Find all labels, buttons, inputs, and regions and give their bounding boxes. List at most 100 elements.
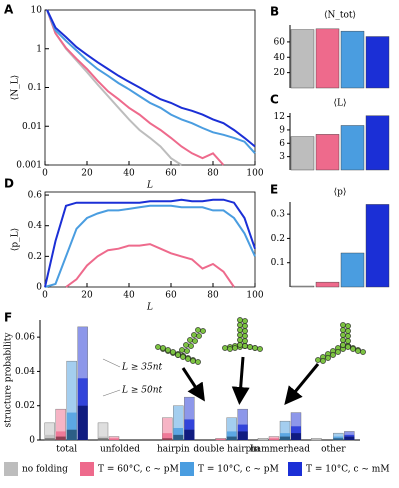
- rna-bead: [325, 355, 331, 361]
- panel-label: C: [270, 93, 279, 107]
- rna-bead: [237, 342, 243, 348]
- panel-label: D: [4, 177, 14, 191]
- y-axis-label: ⟨p_L⟩: [11, 228, 21, 251]
- rna-bead: [175, 352, 181, 358]
- rna-bead: [315, 357, 321, 363]
- bar: [258, 439, 268, 440]
- bar: [66, 412, 77, 440]
- legend-swatch: [180, 462, 194, 476]
- series-line: [65, 243, 235, 288]
- bar: [55, 431, 66, 440]
- bar: [311, 439, 322, 440]
- rna-bead: [340, 327, 346, 333]
- rna-bead: [191, 332, 197, 338]
- bar: [237, 431, 248, 440]
- bar: [226, 436, 237, 440]
- rna-bead: [345, 333, 351, 339]
- rna-bead: [340, 337, 346, 343]
- bar: [333, 438, 344, 440]
- series-line: [46, 9, 256, 148]
- y-tick-label: 0.001: [16, 161, 42, 171]
- bar: [184, 429, 195, 440]
- rna-bead: [190, 358, 196, 364]
- rna-bead: [345, 328, 351, 334]
- y-tick-label: 20: [274, 68, 286, 78]
- x-tick-label: 40: [123, 291, 135, 301]
- x-tick-label: hammerhead: [250, 445, 310, 455]
- rna-bead: [237, 332, 243, 338]
- x-tick-label: 20: [81, 291, 93, 301]
- chart-title: ⟨p⟩: [334, 188, 347, 198]
- rna-bead: [165, 347, 171, 353]
- bar: [290, 285, 315, 288]
- y-tick-label: 0.3: [271, 210, 286, 220]
- bar: [344, 436, 355, 440]
- rna-bead: [242, 333, 248, 339]
- bar: [215, 439, 226, 440]
- y-tick-label: 0.04: [15, 367, 35, 377]
- y-tick-label: 1: [36, 44, 42, 54]
- bar: [162, 438, 173, 440]
- bar: [340, 252, 365, 288]
- panel-label: E: [270, 183, 278, 197]
- rna-bead: [188, 343, 194, 349]
- x-tick-label: 0: [42, 291, 48, 301]
- y-axis-label: structure probability: [4, 332, 14, 428]
- rna-bead: [180, 354, 186, 360]
- rna-bead: [187, 337, 193, 343]
- x-tick-label: 100: [246, 291, 263, 301]
- bar: [162, 433, 173, 440]
- x-tick-label: other: [321, 445, 346, 455]
- y-tick-label: 10: [31, 6, 43, 16]
- rna-bead: [195, 327, 201, 333]
- x-axis-label: L: [146, 181, 153, 191]
- y-tick-label: 0: [36, 283, 42, 293]
- rna-bead: [192, 338, 198, 344]
- x-tick-label: unfolded: [100, 445, 140, 455]
- legend-label: T = 10°C, c ~ mM: [306, 465, 390, 475]
- arrow: [231, 356, 250, 405]
- rna-bead: [184, 348, 190, 354]
- bar: [290, 29, 315, 89]
- x-tick-label: 60: [165, 291, 177, 301]
- rna-bead: [242, 343, 248, 349]
- rna-bead: [155, 344, 161, 350]
- bar: [66, 429, 77, 440]
- x-axis-label: L: [146, 303, 153, 313]
- bar: [315, 134, 340, 171]
- rna-bead: [232, 345, 238, 351]
- rna-bead: [355, 348, 361, 354]
- x-tick-label: 80: [207, 291, 219, 301]
- chart-title: ⟨L⟩: [334, 99, 347, 109]
- bar: [77, 405, 88, 440]
- y-tick-label: 12: [274, 112, 285, 122]
- legend-label: T = 10°C, c ~ pM: [198, 465, 279, 475]
- rna-bead: [237, 327, 243, 333]
- rna-bead: [345, 338, 351, 344]
- legend-label: no folding: [22, 465, 68, 475]
- bar: [269, 438, 279, 440]
- rna-bead: [345, 323, 351, 329]
- x-tick-label: 40: [123, 169, 135, 179]
- bar: [315, 281, 340, 288]
- y-tick-label: 0.02: [15, 401, 35, 411]
- legend-swatch: [288, 462, 302, 476]
- legend-swatch: [4, 462, 18, 476]
- annotation-line: [102, 358, 121, 368]
- y-tick-label: 40: [274, 53, 286, 63]
- rna-bead: [179, 347, 185, 353]
- y-tick-label: 60: [274, 37, 286, 47]
- y-tick-label: 9: [279, 125, 285, 135]
- bar: [280, 433, 290, 440]
- rna-bead: [320, 358, 326, 364]
- legend-label: T = 60°C, c ~ pM: [98, 465, 179, 475]
- y-tick-label: 0.6: [28, 191, 43, 201]
- y-tick-label: 0.06: [15, 333, 35, 343]
- y-tick-label: 0.01: [22, 122, 42, 132]
- rna-bead: [237, 317, 243, 323]
- x-tick-label: 60: [165, 169, 177, 179]
- bar: [44, 438, 55, 440]
- panel-label: B: [270, 5, 279, 19]
- rna-bead: [252, 345, 258, 351]
